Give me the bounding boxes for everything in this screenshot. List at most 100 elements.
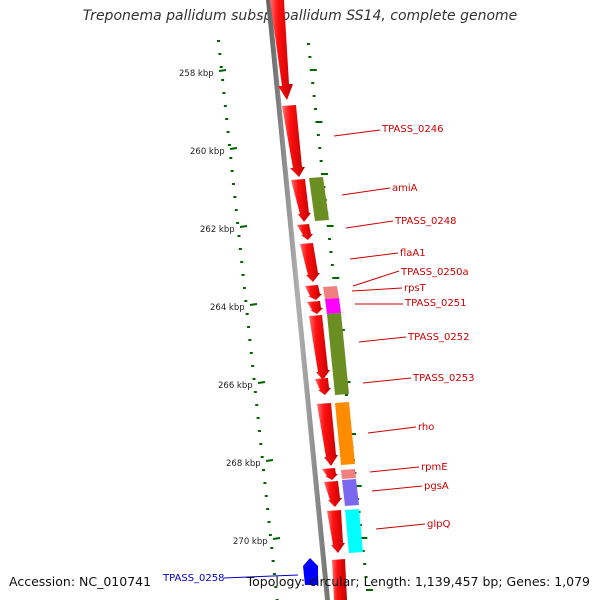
gene-label[interactable]: TPASS_0252 xyxy=(407,332,469,343)
track-dot xyxy=(236,222,240,224)
gene-label[interactable]: TPASS_0258 xyxy=(162,573,224,584)
track-dot xyxy=(257,430,261,432)
track-dot xyxy=(252,378,256,380)
gene-label[interactable]: rho xyxy=(418,422,434,433)
track-dot xyxy=(218,53,222,55)
track-dot xyxy=(361,550,365,552)
track-dot xyxy=(263,482,267,484)
track-dot xyxy=(217,40,220,42)
gene-arrow[interactable] xyxy=(270,0,293,100)
track-dot xyxy=(238,248,242,250)
connector-line xyxy=(358,336,407,343)
track-dot xyxy=(225,118,229,120)
cog-box xyxy=(341,469,356,479)
track-dot xyxy=(270,547,274,549)
gene-label[interactable]: amiA xyxy=(392,183,418,194)
gene-arrow[interactable] xyxy=(291,179,311,222)
gene-arrow[interactable] xyxy=(327,510,345,553)
gene-arrow[interactable] xyxy=(305,285,322,300)
gene-label[interactable]: rpmE xyxy=(421,462,448,473)
track-dot xyxy=(266,508,270,510)
connector-line xyxy=(369,466,420,473)
gene-arrow[interactable] xyxy=(332,559,347,600)
track-dot xyxy=(267,521,271,523)
cog-box xyxy=(345,509,363,553)
track-dot xyxy=(253,391,257,393)
tick-label: 268 kbp xyxy=(226,459,261,469)
gene-label[interactable]: rpsT xyxy=(404,283,427,294)
track-dot xyxy=(332,277,340,279)
genome-backbone xyxy=(266,0,330,600)
gene-arrow[interactable] xyxy=(282,105,305,177)
track-dot xyxy=(329,251,333,253)
track-dot xyxy=(227,144,231,146)
track-dot xyxy=(241,274,245,276)
gene-label[interactable]: TPASS_0246 xyxy=(381,124,443,135)
track-dot xyxy=(237,235,241,237)
connector-line xyxy=(349,252,399,260)
gene-arrow-reverse[interactable] xyxy=(303,558,318,585)
track-dot xyxy=(248,339,252,341)
track-dot xyxy=(308,56,312,58)
track-dot xyxy=(259,443,263,445)
track-dot xyxy=(264,495,268,497)
tick-label: 262 kbp xyxy=(200,225,235,235)
gene-label[interactable]: glpQ xyxy=(427,519,450,530)
track-dot xyxy=(240,261,244,263)
connector-line xyxy=(351,287,403,292)
connector-line xyxy=(375,523,426,530)
gene-label[interactable]: flaA1 xyxy=(400,248,426,259)
connector-line xyxy=(223,574,299,579)
connector-line xyxy=(371,485,423,492)
gene-label[interactable]: TPASS_0250a xyxy=(400,267,469,278)
track-dot xyxy=(360,537,368,539)
gene-arrow[interactable] xyxy=(300,243,320,282)
track-dot xyxy=(354,485,362,487)
track-dot xyxy=(321,173,329,175)
gene-label[interactable]: TPASS_0251 xyxy=(404,298,466,309)
cog-box xyxy=(342,479,359,506)
connector-line xyxy=(362,377,412,384)
tick-label: 270 kbp xyxy=(233,537,268,547)
track-dot xyxy=(364,576,368,578)
gene-arrow[interactable] xyxy=(324,481,342,507)
tick-label: 266 kbp xyxy=(218,381,253,391)
track-dot xyxy=(232,183,236,185)
track-dot xyxy=(307,43,310,45)
gene-label[interactable]: TPASS_0253 xyxy=(412,373,474,384)
track-dot xyxy=(244,300,248,302)
track-dot xyxy=(256,417,260,419)
gene-arrow[interactable] xyxy=(315,378,331,395)
track-dot xyxy=(230,170,234,172)
gene-arrow[interactable] xyxy=(309,315,330,380)
track-dot xyxy=(255,404,259,406)
tick-label: 258 kbp xyxy=(179,69,214,79)
tick-mark xyxy=(257,381,266,384)
tick-mark xyxy=(229,147,238,150)
track-dot xyxy=(226,131,230,133)
track-dot xyxy=(221,79,225,81)
connector-line xyxy=(341,187,391,196)
track-dot xyxy=(268,534,272,536)
track-dot xyxy=(260,456,264,458)
track-dot xyxy=(245,313,249,315)
cog-box xyxy=(323,286,339,299)
track-dot xyxy=(349,433,357,435)
track-dot xyxy=(315,121,323,123)
tick-label: 264 kbp xyxy=(210,303,245,313)
track-dot xyxy=(229,157,233,159)
connector-line xyxy=(345,220,394,229)
track-dot xyxy=(318,147,322,149)
track-dot xyxy=(326,225,334,227)
gene-arrow[interactable] xyxy=(307,301,323,314)
gene-arrow[interactable] xyxy=(317,403,338,466)
track-dot xyxy=(234,209,238,211)
track-dot xyxy=(272,573,276,575)
gene-label[interactable]: pgsA xyxy=(424,481,449,492)
gene-arrow[interactable] xyxy=(297,224,313,240)
cog-box xyxy=(327,313,349,395)
gene-label[interactable]: TPASS_0248 xyxy=(394,216,456,227)
gene-arrow[interactable] xyxy=(322,468,338,480)
track-dot xyxy=(242,287,246,289)
